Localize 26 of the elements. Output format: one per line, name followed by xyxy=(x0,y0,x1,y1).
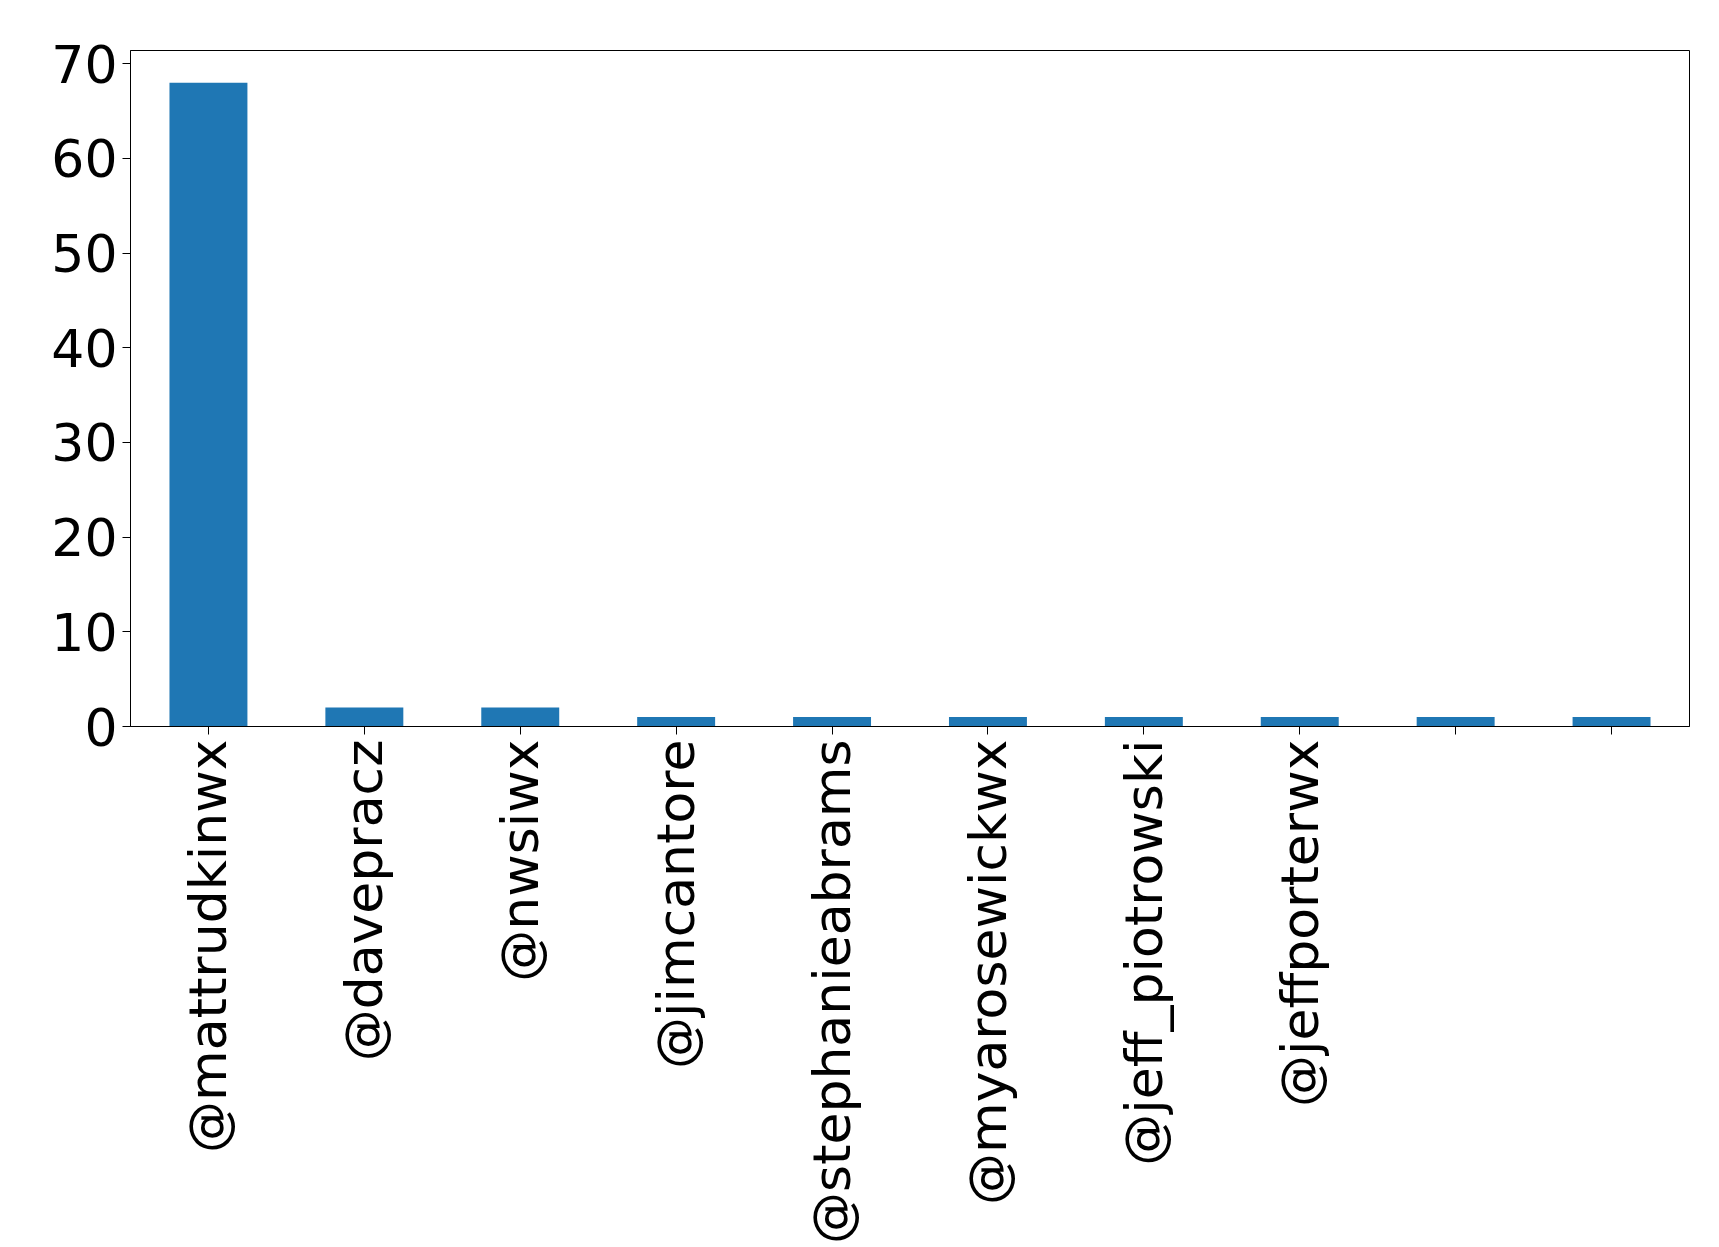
bar xyxy=(169,82,248,727)
x-tick-label: @jimcantore xyxy=(646,739,707,1069)
bar xyxy=(948,717,1027,727)
y-tick-label: 20 xyxy=(51,508,118,569)
bar xyxy=(481,707,560,727)
bar xyxy=(793,717,872,727)
y-tick-label: 60 xyxy=(51,129,118,190)
bar xyxy=(1260,717,1339,727)
x-tick-label: @davepracz xyxy=(334,739,395,1062)
y-tick-label: 70 xyxy=(51,34,118,95)
x-tick-label: @nwsiwx xyxy=(490,739,551,982)
x-tick-label: @jeffporterwx xyxy=(1269,739,1330,1108)
x-tick-label: @myarosewickwx xyxy=(957,739,1018,1205)
x-tick-label: @stephanieabrams xyxy=(802,739,863,1245)
y-tick-label: 30 xyxy=(51,413,118,474)
y-tick-label: 0 xyxy=(84,697,118,758)
y-tick-label: 10 xyxy=(51,602,118,663)
bar xyxy=(1416,717,1495,727)
x-tick-label: @mattrudkinwx xyxy=(178,739,239,1153)
bar xyxy=(637,717,716,727)
y-tick-label: 50 xyxy=(51,224,118,285)
y-tick-label: 40 xyxy=(51,318,118,379)
bar xyxy=(1572,717,1651,727)
bar xyxy=(325,707,404,727)
bar xyxy=(1104,717,1183,727)
x-tick-label: @jeff_piotrowski xyxy=(1113,739,1174,1166)
